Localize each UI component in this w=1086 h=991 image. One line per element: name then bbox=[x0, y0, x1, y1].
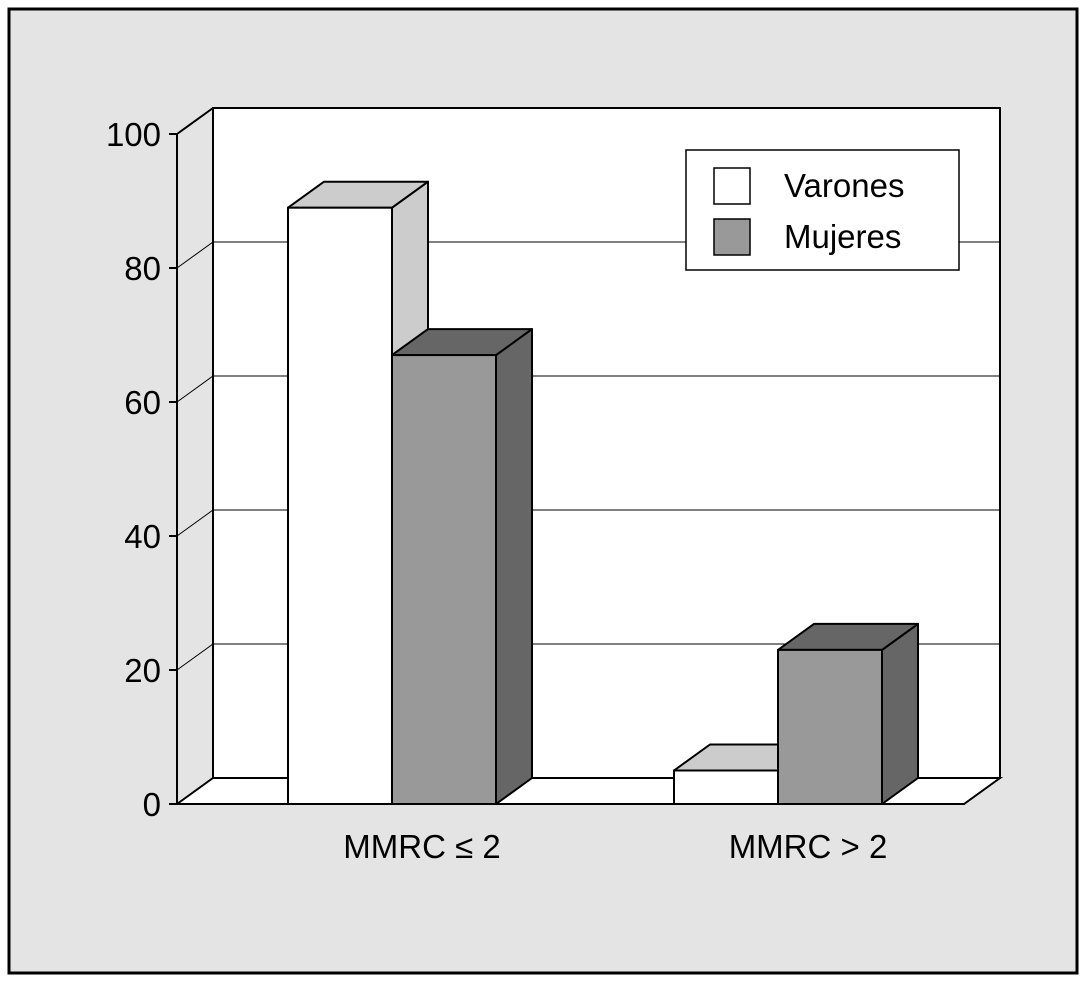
bar-side bbox=[495, 328, 533, 805]
x-axis-labels: MMRC ≤ 2 MMRC > 2 bbox=[343, 828, 887, 865]
bar-side bbox=[881, 622, 919, 805]
bar bbox=[391, 328, 533, 805]
legend-label: Mujeres bbox=[784, 218, 901, 255]
bar-front bbox=[391, 354, 497, 805]
y-tick-label: 40 bbox=[124, 518, 161, 555]
y-tick-label: 20 bbox=[124, 652, 161, 689]
y-axis-top-edge bbox=[176, 107, 214, 135]
legend-label: Varones bbox=[784, 167, 904, 204]
legend: Varones Mujeres bbox=[685, 149, 960, 271]
gridlines bbox=[176, 241, 1000, 671]
x-tick-label: MMRC > 2 bbox=[729, 828, 888, 865]
gridline bbox=[176, 375, 1000, 403]
legend-swatch bbox=[713, 167, 751, 205]
bar-front bbox=[777, 648, 883, 806]
y-tick-label: 60 bbox=[124, 384, 161, 421]
bar-front bbox=[673, 769, 779, 805]
bars bbox=[287, 180, 919, 806]
gridline bbox=[176, 643, 1000, 671]
legend-swatch bbox=[713, 218, 751, 256]
bar bbox=[777, 622, 919, 806]
y-tick-label: 80 bbox=[124, 250, 161, 287]
y-tick-label: 100 bbox=[106, 116, 161, 153]
bar-front bbox=[287, 206, 393, 805]
y-tick-label: 0 bbox=[143, 786, 161, 823]
gridline bbox=[176, 509, 1000, 537]
x-tick-label: MMRC ≤ 2 bbox=[343, 828, 500, 865]
